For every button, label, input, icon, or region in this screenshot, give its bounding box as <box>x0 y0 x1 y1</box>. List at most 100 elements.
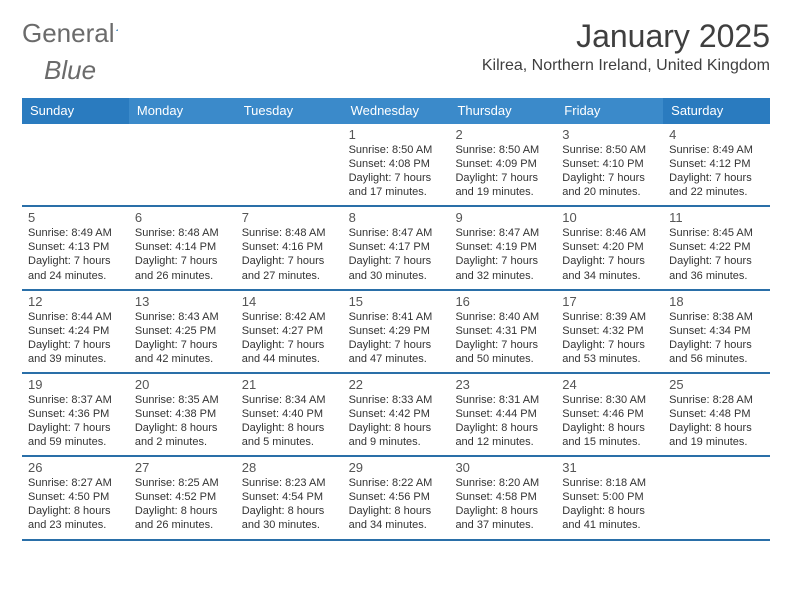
day-number: 24 <box>562 377 657 392</box>
day-number: 21 <box>242 377 337 392</box>
day-info: Sunrise: 8:30 AMSunset: 4:46 PMDaylight:… <box>562 393 657 449</box>
day-cell: . <box>22 124 129 205</box>
day-info: Sunrise: 8:33 AMSunset: 4:42 PMDaylight:… <box>349 393 444 449</box>
day-info: Sunrise: 8:41 AMSunset: 4:29 PMDaylight:… <box>349 310 444 366</box>
day-cell: 13Sunrise: 8:43 AMSunset: 4:25 PMDayligh… <box>129 291 236 372</box>
weekday-friday: Friday <box>556 98 663 124</box>
day-cell: 29Sunrise: 8:22 AMSunset: 4:56 PMDayligh… <box>343 457 450 538</box>
day-cell: 31Sunrise: 8:18 AMSunset: 5:00 PMDayligh… <box>556 457 663 538</box>
day-number: 23 <box>455 377 550 392</box>
day-number: 14 <box>242 294 337 309</box>
day-cell: 20Sunrise: 8:35 AMSunset: 4:38 PMDayligh… <box>129 374 236 455</box>
day-cell: 6Sunrise: 8:48 AMSunset: 4:14 PMDaylight… <box>129 207 236 288</box>
day-cell: 1Sunrise: 8:50 AMSunset: 4:08 PMDaylight… <box>343 124 450 205</box>
weekday-tuesday: Tuesday <box>236 98 343 124</box>
day-number: 1 <box>349 127 444 142</box>
week-row: 19Sunrise: 8:37 AMSunset: 4:36 PMDayligh… <box>22 374 770 457</box>
day-number: 16 <box>455 294 550 309</box>
day-number: 6 <box>135 210 230 225</box>
title-block: January 2025 Kilrea, Northern Ireland, U… <box>482 18 770 75</box>
day-cell: 21Sunrise: 8:34 AMSunset: 4:40 PMDayligh… <box>236 374 343 455</box>
week-row: 26Sunrise: 8:27 AMSunset: 4:50 PMDayligh… <box>22 457 770 540</box>
day-info: Sunrise: 8:38 AMSunset: 4:34 PMDaylight:… <box>669 310 764 366</box>
day-cell: . <box>663 457 770 538</box>
day-number: 3 <box>562 127 657 142</box>
calendar: SundayMondayTuesdayWednesdayThursdayFrid… <box>22 98 770 541</box>
weekday-header: SundayMondayTuesdayWednesdayThursdayFrid… <box>22 98 770 124</box>
day-info: Sunrise: 8:47 AMSunset: 4:17 PMDaylight:… <box>349 226 444 282</box>
day-number: 31 <box>562 460 657 475</box>
day-cell: 7Sunrise: 8:48 AMSunset: 4:16 PMDaylight… <box>236 207 343 288</box>
day-number: 7 <box>242 210 337 225</box>
day-number: 22 <box>349 377 444 392</box>
weekday-thursday: Thursday <box>449 98 556 124</box>
day-info: Sunrise: 8:50 AMSunset: 4:09 PMDaylight:… <box>455 143 550 199</box>
weekday-wednesday: Wednesday <box>343 98 450 124</box>
day-number: 13 <box>135 294 230 309</box>
week-row: . . . 1Sunrise: 8:50 AMSunset: 4:08 PMDa… <box>22 124 770 207</box>
day-info: Sunrise: 8:28 AMSunset: 4:48 PMDaylight:… <box>669 393 764 449</box>
day-info: Sunrise: 8:47 AMSunset: 4:19 PMDaylight:… <box>455 226 550 282</box>
day-cell: 16Sunrise: 8:40 AMSunset: 4:31 PMDayligh… <box>449 291 556 372</box>
day-cell: 2Sunrise: 8:50 AMSunset: 4:09 PMDaylight… <box>449 124 556 205</box>
day-cell: 5Sunrise: 8:49 AMSunset: 4:13 PMDaylight… <box>22 207 129 288</box>
day-number: 19 <box>28 377 123 392</box>
day-cell: 18Sunrise: 8:38 AMSunset: 4:34 PMDayligh… <box>663 291 770 372</box>
day-cell: 25Sunrise: 8:28 AMSunset: 4:48 PMDayligh… <box>663 374 770 455</box>
day-number: 5 <box>28 210 123 225</box>
weekday-monday: Monday <box>129 98 236 124</box>
logo-text: General <box>22 18 115 49</box>
day-cell: 30Sunrise: 8:20 AMSunset: 4:58 PMDayligh… <box>449 457 556 538</box>
day-info: Sunrise: 8:27 AMSunset: 4:50 PMDaylight:… <box>28 476 123 532</box>
weekday-saturday: Saturday <box>663 98 770 124</box>
day-number: 26 <box>28 460 123 475</box>
day-number: 27 <box>135 460 230 475</box>
day-info: Sunrise: 8:43 AMSunset: 4:25 PMDaylight:… <box>135 310 230 366</box>
logo-word2: Blue <box>44 55 96 86</box>
day-cell: 11Sunrise: 8:45 AMSunset: 4:22 PMDayligh… <box>663 207 770 288</box>
day-info: Sunrise: 8:49 AMSunset: 4:12 PMDaylight:… <box>669 143 764 199</box>
day-info: Sunrise: 8:37 AMSunset: 4:36 PMDaylight:… <box>28 393 123 449</box>
logo-sail-icon <box>116 23 119 37</box>
day-number: 15 <box>349 294 444 309</box>
logo-word1: General <box>22 18 115 48</box>
day-cell: 12Sunrise: 8:44 AMSunset: 4:24 PMDayligh… <box>22 291 129 372</box>
day-number: 4 <box>669 127 764 142</box>
day-cell: 9Sunrise: 8:47 AMSunset: 4:19 PMDaylight… <box>449 207 556 288</box>
day-cell: 27Sunrise: 8:25 AMSunset: 4:52 PMDayligh… <box>129 457 236 538</box>
day-info: Sunrise: 8:50 AMSunset: 4:10 PMDaylight:… <box>562 143 657 199</box>
day-cell: 26Sunrise: 8:27 AMSunset: 4:50 PMDayligh… <box>22 457 129 538</box>
day-cell: 19Sunrise: 8:37 AMSunset: 4:36 PMDayligh… <box>22 374 129 455</box>
day-cell: 17Sunrise: 8:39 AMSunset: 4:32 PMDayligh… <box>556 291 663 372</box>
day-info: Sunrise: 8:25 AMSunset: 4:52 PMDaylight:… <box>135 476 230 532</box>
day-number: 17 <box>562 294 657 309</box>
location: Kilrea, Northern Ireland, United Kingdom <box>482 57 770 75</box>
day-info: Sunrise: 8:46 AMSunset: 4:20 PMDaylight:… <box>562 226 657 282</box>
day-cell: . <box>129 124 236 205</box>
day-info: Sunrise: 8:42 AMSunset: 4:27 PMDaylight:… <box>242 310 337 366</box>
day-cell: 10Sunrise: 8:46 AMSunset: 4:20 PMDayligh… <box>556 207 663 288</box>
day-info: Sunrise: 8:40 AMSunset: 4:31 PMDaylight:… <box>455 310 550 366</box>
day-number: 20 <box>135 377 230 392</box>
day-info: Sunrise: 8:50 AMSunset: 4:08 PMDaylight:… <box>349 143 444 199</box>
day-info: Sunrise: 8:44 AMSunset: 4:24 PMDaylight:… <box>28 310 123 366</box>
day-info: Sunrise: 8:45 AMSunset: 4:22 PMDaylight:… <box>669 226 764 282</box>
day-cell: 28Sunrise: 8:23 AMSunset: 4:54 PMDayligh… <box>236 457 343 538</box>
day-number: 2 <box>455 127 550 142</box>
day-number: 30 <box>455 460 550 475</box>
logo: General <box>22 18 139 49</box>
day-info: Sunrise: 8:35 AMSunset: 4:38 PMDaylight:… <box>135 393 230 449</box>
day-cell: 22Sunrise: 8:33 AMSunset: 4:42 PMDayligh… <box>343 374 450 455</box>
day-info: Sunrise: 8:49 AMSunset: 4:13 PMDaylight:… <box>28 226 123 282</box>
week-row: 12Sunrise: 8:44 AMSunset: 4:24 PMDayligh… <box>22 291 770 374</box>
day-cell: 8Sunrise: 8:47 AMSunset: 4:17 PMDaylight… <box>343 207 450 288</box>
day-info: Sunrise: 8:20 AMSunset: 4:58 PMDaylight:… <box>455 476 550 532</box>
day-info: Sunrise: 8:39 AMSunset: 4:32 PMDaylight:… <box>562 310 657 366</box>
week-row: 5Sunrise: 8:49 AMSunset: 4:13 PMDaylight… <box>22 207 770 290</box>
day-number: 28 <box>242 460 337 475</box>
day-number: 10 <box>562 210 657 225</box>
day-number: 8 <box>349 210 444 225</box>
day-info: Sunrise: 8:31 AMSunset: 4:44 PMDaylight:… <box>455 393 550 449</box>
day-cell: 14Sunrise: 8:42 AMSunset: 4:27 PMDayligh… <box>236 291 343 372</box>
day-cell: 24Sunrise: 8:30 AMSunset: 4:46 PMDayligh… <box>556 374 663 455</box>
